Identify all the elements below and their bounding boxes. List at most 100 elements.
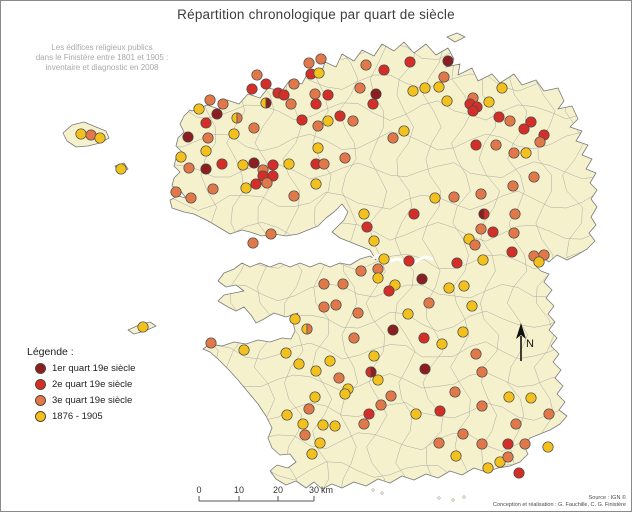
commune-dot xyxy=(202,132,214,144)
commune-dot xyxy=(312,142,324,154)
commune-dot xyxy=(248,122,260,134)
commune-dot xyxy=(261,177,273,189)
commune-dot xyxy=(317,419,329,431)
commune-dot xyxy=(322,89,334,101)
commune-dot xyxy=(418,332,430,344)
commune-dot xyxy=(313,67,325,79)
commune-dot xyxy=(419,82,431,94)
commune-dot xyxy=(228,128,240,140)
commune-dot xyxy=(170,186,182,198)
commune-dot xyxy=(348,332,360,344)
commune-dot xyxy=(467,105,479,117)
commune-dot xyxy=(367,98,379,110)
commune-dot xyxy=(457,428,469,440)
commune-dot xyxy=(347,115,359,127)
legend-dot-q4 xyxy=(35,411,46,422)
commune-dot xyxy=(370,88,382,100)
commune-dot xyxy=(293,358,305,370)
commune-dot xyxy=(368,235,380,247)
credits: Source : IGN © Conception et réalisation… xyxy=(493,495,626,509)
commune-dot xyxy=(477,254,489,266)
commune-dot xyxy=(487,226,499,238)
legend-dot-q3 xyxy=(35,395,46,406)
commune-dot xyxy=(438,71,450,83)
commune-dot xyxy=(267,170,279,182)
commune-dot xyxy=(449,386,461,398)
commune-dot xyxy=(372,374,384,386)
commune-dot xyxy=(448,191,460,203)
commune-dot xyxy=(237,159,249,171)
commune-dot xyxy=(322,115,334,127)
commune-dot xyxy=(496,82,508,94)
commune-dot xyxy=(289,313,301,325)
commune-dot xyxy=(247,237,259,249)
commune-dot xyxy=(205,337,217,349)
commune-dot xyxy=(383,285,395,297)
commune-dot xyxy=(315,53,327,65)
commune-dot xyxy=(303,57,315,69)
credits-conception: Conception et réalisation : G. Fauchille… xyxy=(493,502,626,508)
commune-dot xyxy=(309,88,321,100)
commune-dot xyxy=(402,308,414,320)
commune-dot xyxy=(361,221,373,233)
commune-dot xyxy=(502,438,514,450)
commune-dot xyxy=(503,391,515,403)
commune-dot xyxy=(475,188,487,200)
commune-dot xyxy=(288,78,300,90)
commune-dot xyxy=(442,55,454,67)
commune-dot xyxy=(314,437,326,449)
commune-dot xyxy=(508,227,520,239)
commune-dot xyxy=(525,116,537,128)
commune-dot xyxy=(330,299,342,311)
commune-dot xyxy=(267,159,279,171)
commune-dot xyxy=(310,178,322,190)
commune-dot xyxy=(490,139,502,151)
commune-dot xyxy=(193,103,205,115)
legend: Légende : 1er quart 19e siècle 2e quart 1… xyxy=(27,346,135,427)
commune-dot xyxy=(75,128,87,140)
scale-tick-label: 10 xyxy=(234,485,244,495)
commune-dot xyxy=(309,391,321,403)
commune-dot xyxy=(450,450,462,462)
subtitle-line-2: dans le Finistère entre 1801 et 1905 : xyxy=(35,53,169,62)
commune-dot xyxy=(281,409,293,421)
commune-dot xyxy=(378,64,390,76)
commune-dot-split xyxy=(306,323,313,335)
commune-dot xyxy=(378,253,390,265)
commune-dot xyxy=(240,182,252,194)
commune-dot xyxy=(476,400,488,412)
commune-dot xyxy=(185,192,197,204)
commune-dot xyxy=(506,246,518,258)
commune-dot xyxy=(354,82,366,94)
commune-dot xyxy=(329,420,341,432)
commune-dot xyxy=(520,147,532,159)
commune-dot xyxy=(408,208,420,220)
commune-dot xyxy=(324,355,336,367)
commune-dot xyxy=(482,462,494,474)
subtitle-line-1: Les édifices religieux publics xyxy=(51,43,153,52)
commune-dot-split xyxy=(236,112,243,124)
legend-label: 3e quart 19e siècle xyxy=(52,395,133,406)
commune-dot xyxy=(429,192,441,204)
commune-dot xyxy=(518,123,530,135)
commune-dot xyxy=(183,162,195,174)
commune-dot xyxy=(508,147,520,159)
commune-dot xyxy=(483,96,495,108)
commune-dot xyxy=(200,117,212,129)
commune-dot xyxy=(318,158,330,170)
commune-dot xyxy=(251,69,263,81)
commune-dot xyxy=(385,390,397,402)
map-subtitle: Les édifices religieux publics dans le F… xyxy=(11,43,193,73)
commune-dot xyxy=(513,467,525,479)
commune-dot xyxy=(182,131,194,143)
commune-dot xyxy=(211,108,223,120)
commune-dot xyxy=(200,145,212,157)
commune-dot xyxy=(339,388,351,400)
map-title: Répartition chronologique par quart de s… xyxy=(177,7,455,22)
legend-label: 1876 - 1905 xyxy=(52,411,103,422)
scale-bar: 0 10 20 30 km xyxy=(194,481,344,507)
commune-dot xyxy=(502,451,514,463)
commune-dot xyxy=(533,256,545,268)
